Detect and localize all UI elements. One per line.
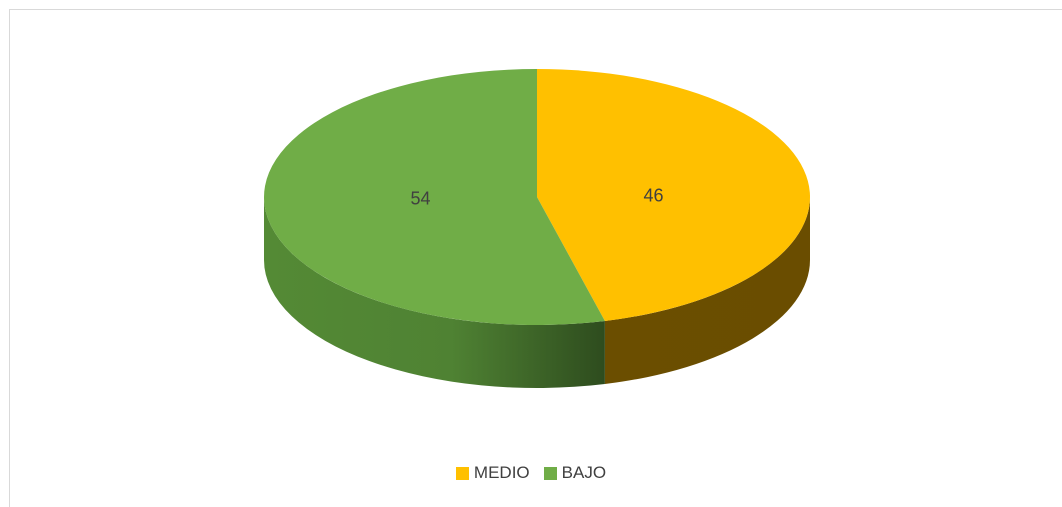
legend-item-bajo: BAJO: [543, 463, 607, 483]
pie-side-bajo: [264, 197, 605, 389]
pie-side-medio: [604, 197, 810, 384]
legend-swatch-bajo: [543, 466, 557, 480]
legend-label-medio: MEDIO: [473, 463, 530, 482]
pie-slice-medio: [537, 69, 811, 321]
chart-area: [9, 9, 1062, 507]
pie-slice-bajo: [264, 69, 605, 325]
data-label-medio: 46: [643, 185, 663, 205]
legend-swatch-medio: [455, 466, 469, 480]
legend: MEDIO BAJO: [0, 463, 1062, 483]
legend-item-medio: MEDIO: [455, 463, 530, 483]
legend-label-bajo: BAJO: [561, 463, 607, 482]
data-label-bajo: 54: [410, 189, 430, 209]
